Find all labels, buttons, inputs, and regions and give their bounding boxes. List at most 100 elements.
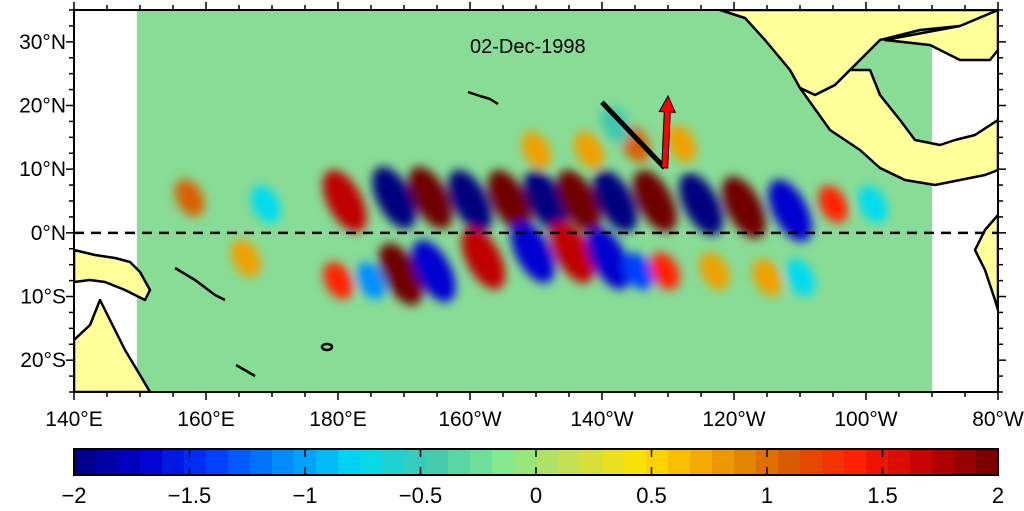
x-tick-label: 140°E: [45, 408, 102, 431]
land-solomon-islands: [174, 266, 226, 302]
land-south-america: [973, 213, 998, 312]
colorbar-segment: [822, 449, 845, 475]
colorbar-tick-label: 1: [761, 483, 773, 506]
anomaly-blob: [322, 169, 367, 233]
colorbar-segment: [976, 449, 999, 475]
land-fiji: [320, 342, 334, 352]
colorbar-segment: [470, 449, 493, 475]
colorbar-tick-label: −0.5: [399, 483, 442, 506]
land-new-guinea: [74, 248, 152, 302]
x-tick-label: 80°W: [972, 408, 1024, 431]
colorbar-segment: [646, 449, 669, 475]
colorbar-segment: [360, 449, 383, 475]
anomaly-blob: [487, 169, 532, 233]
colorbar-segment: [668, 449, 691, 475]
land-new-caledonia: [235, 363, 256, 378]
colorbar-segment: [712, 449, 735, 475]
anomaly-blob: [356, 261, 386, 300]
anomaly-blob: [857, 185, 888, 223]
red-vector-arrow: [658, 94, 677, 169]
anomaly-blob: [586, 227, 631, 290]
anomaly-blob: [818, 185, 848, 223]
x-tick-label: 160°W: [438, 408, 501, 431]
colorbar-tick-label: 0.5: [636, 483, 667, 506]
colorbar-segment: [250, 449, 273, 475]
colorbar-segment: [624, 449, 647, 475]
y-tick-label: 0°N: [31, 222, 66, 245]
anomaly-blob: [623, 252, 654, 290]
anomaly-blob: [699, 252, 730, 290]
colorbar-segment: [140, 449, 163, 475]
colorbar-segment: [536, 449, 559, 475]
black-vector-line: [600, 100, 667, 170]
anomaly-blob: [785, 258, 815, 297]
colorbar-segment: [800, 449, 823, 475]
anomaly-blob: [461, 227, 506, 290]
colorbar-segment: [888, 449, 911, 475]
y-tick-label: 10°S: [20, 286, 66, 309]
x-tick-label: 160°E: [177, 408, 234, 431]
colorbar-segment: [426, 449, 449, 475]
colorbar-segment: [448, 449, 471, 475]
colorbar-segment: [404, 449, 427, 475]
anomaly-blob: [556, 169, 601, 233]
anomaly-blob: [521, 131, 551, 169]
colorbar-segment: [184, 449, 207, 475]
colorbar-tick-label: −1: [292, 483, 317, 506]
colorbar-tick-label: −1.5: [168, 483, 211, 506]
anomaly-blob: [523, 169, 568, 233]
colorbar-segment: [514, 449, 537, 475]
axis-ticks: 140°E 160°E 180°E 160°W 140°W 120°W 100°W 80°W 3…: [19, 2, 1024, 431]
anomaly-blob: [230, 239, 261, 277]
colorbar-segment: [690, 449, 713, 475]
land-australia: [74, 298, 152, 392]
anomaly-blob: [649, 252, 680, 290]
x-tick-label: 120°W: [702, 408, 765, 431]
colorbar-segment: [382, 449, 405, 475]
anomaly-blob: [411, 239, 456, 303]
vector-annotations: [600, 94, 677, 170]
anomaly-blob: [174, 179, 205, 217]
anomaly-blob: [573, 131, 604, 169]
colorbar-segment: [206, 449, 229, 475]
x-tick-label: 100°W: [834, 408, 897, 431]
anomaly-blob: [666, 125, 697, 163]
anomaly-blob: [768, 179, 813, 242]
anomaly-blob: [752, 258, 782, 297]
colorbar-segment: [294, 449, 317, 475]
anomaly-blob: [372, 166, 417, 229]
colorbar-segment: [844, 449, 867, 475]
map-title: 02-Dec-1998: [470, 36, 586, 58]
colorbar-segment: [932, 449, 955, 475]
land-central-america: [798, 68, 998, 187]
colorbar-segment: [910, 449, 933, 475]
colorbar-segment: [492, 449, 515, 475]
colorbar-segment: [602, 449, 625, 475]
arrow-shape: [658, 94, 677, 169]
colorbar-segment: [228, 449, 251, 475]
colorbar-segment: [338, 449, 361, 475]
anomaly-blob: [593, 169, 638, 233]
colorbar-segment: [162, 449, 185, 475]
colorbar-segment: [74, 449, 97, 475]
colorbar-segment: [118, 449, 141, 475]
anomaly-blob: [323, 261, 353, 300]
colorbar-segment: [954, 449, 977, 475]
colorbar-segment: [558, 449, 581, 475]
anomaly-blob: [510, 220, 555, 283]
y-tick-label: 20°S: [20, 349, 66, 372]
colorbar-segment: [272, 449, 295, 475]
colorbar-tick-label: 1.5: [867, 483, 898, 506]
anomaly-blob: [632, 169, 677, 233]
y-tick-label: 10°N: [19, 158, 66, 181]
y-tick-label: 20°N: [19, 95, 66, 118]
land-gulf-coast: [883, 10, 998, 62]
colorbar-segment: [734, 449, 757, 475]
colorbar-segment: [866, 449, 889, 475]
colorbar-tick-label: 0: [530, 483, 542, 506]
anomaly-blob: [721, 176, 766, 239]
anomaly-blob: [378, 243, 423, 306]
colorbar-segment: [778, 449, 801, 475]
colorbar-segment: [756, 449, 779, 475]
